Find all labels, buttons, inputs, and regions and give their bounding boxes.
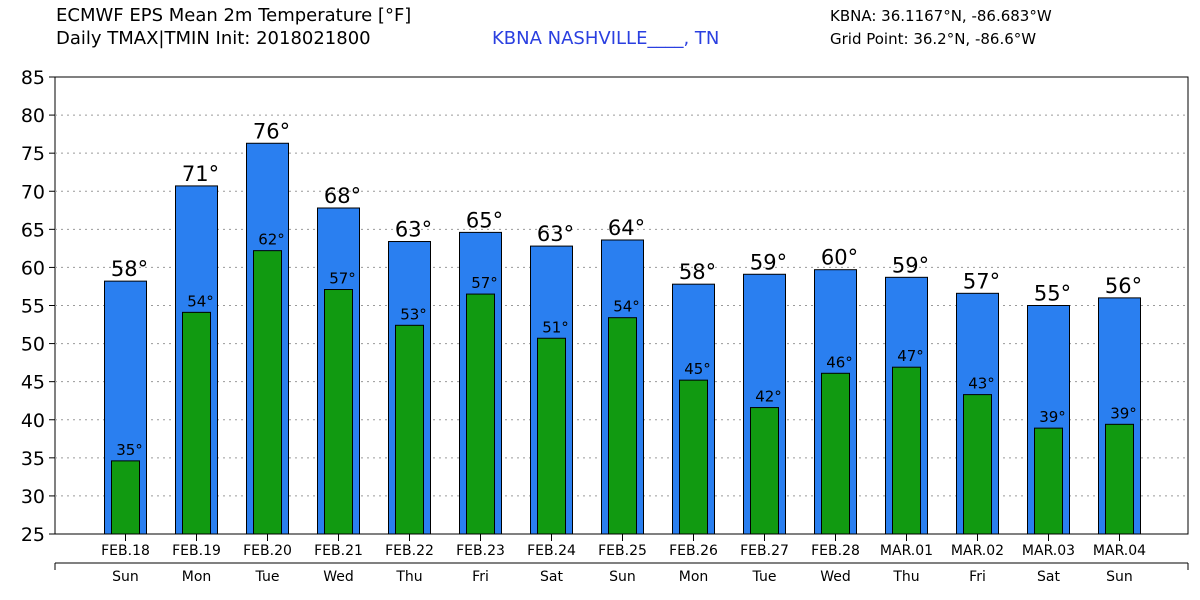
- x-date-label: FEB.20: [243, 543, 292, 559]
- x-date-label: FEB.23: [456, 543, 505, 559]
- x-day-label: Sun: [609, 569, 636, 585]
- x-day-label: Thu: [395, 569, 422, 585]
- x-day-label: Fri: [472, 569, 489, 585]
- tmin-label: 43°: [968, 375, 995, 393]
- tmin-bar: [892, 366, 921, 535]
- x-day-label: Sat: [1037, 569, 1060, 585]
- tmin-bar: [679, 379, 708, 535]
- tmin-label: 57°: [471, 274, 498, 292]
- x-date-label: FEB.22: [385, 543, 434, 559]
- tmax-label: 65°: [466, 208, 503, 232]
- x-day-label: Sun: [1106, 569, 1133, 585]
- x-day-label: Mon: [182, 569, 212, 585]
- x-day-label: Wed: [820, 569, 851, 585]
- x-date-label: MAR.01: [880, 543, 933, 559]
- tmax-label: 76°: [253, 119, 290, 143]
- tmin-label: 47°: [897, 347, 924, 365]
- tmin-bar: [963, 394, 992, 535]
- x-day-label: Fri: [969, 569, 986, 585]
- tmin-label: 53°: [400, 305, 427, 323]
- x-day-label: Mon: [679, 569, 709, 585]
- tmax-label: 63°: [395, 218, 432, 242]
- tmax-label: 60°: [821, 246, 858, 270]
- tmin-bar: [111, 460, 140, 535]
- tmin-bar: [395, 324, 424, 535]
- x-date-label: FEB.26: [669, 543, 718, 559]
- x-date-label: FEB.27: [740, 543, 789, 559]
- tmin-bar: [466, 293, 495, 535]
- y-tick-label: 85: [21, 67, 45, 89]
- x-date-label: FEB.18: [101, 543, 150, 559]
- tmax-label: 59°: [750, 250, 787, 274]
- x-date-label: FEB.19: [172, 543, 221, 559]
- chart-subtitle: Daily TMAX|TMIN Init: 2018021800: [56, 28, 371, 49]
- y-tick-label: 40: [21, 410, 45, 432]
- x-day-label: Thu: [892, 569, 919, 585]
- y-tick-label: 65: [21, 219, 45, 241]
- x-date-label: FEB.24: [527, 543, 576, 559]
- x-day-label: Sun: [112, 569, 139, 585]
- tmin-label: 45°: [684, 360, 711, 378]
- y-tick-label: 30: [21, 486, 45, 508]
- y-tick-label: 70: [21, 181, 45, 203]
- x-day-label: Tue: [752, 569, 777, 585]
- x-date-label: MAR.04: [1093, 543, 1146, 559]
- y-tick-label: 80: [21, 105, 45, 127]
- x-date-label: FEB.25: [598, 543, 647, 559]
- tmax-label: 56°: [1105, 274, 1142, 298]
- tmax-label: 64°: [608, 216, 645, 240]
- tmin-bar: [182, 311, 211, 535]
- x-date-label: MAR.02: [951, 543, 1004, 559]
- y-tick-label: 60: [21, 257, 45, 279]
- tmax-label: 58°: [679, 260, 716, 284]
- tmin-bar: [608, 317, 637, 535]
- x-day-label: Wed: [323, 569, 354, 585]
- tmax-label: 71°: [182, 162, 219, 186]
- tmin-label: 62°: [258, 231, 285, 249]
- tmax-label: 68°: [324, 184, 361, 208]
- tmin-bar: [821, 372, 850, 535]
- y-tick-label: 25: [21, 524, 45, 546]
- tmin-label: 39°: [1110, 404, 1137, 422]
- tmin-label: 42°: [755, 388, 782, 406]
- tmax-label: 58°: [111, 257, 148, 281]
- tmin-bar: [750, 407, 779, 535]
- y-tick-label: 45: [21, 372, 45, 394]
- tmax-label: 55°: [1034, 282, 1071, 306]
- x-day-label: Tue: [255, 569, 280, 585]
- x-date-label: FEB.28: [811, 543, 860, 559]
- tmin-bar: [253, 250, 282, 535]
- y-tick-label: 35: [21, 448, 45, 470]
- tmin-label: 51°: [542, 318, 569, 336]
- station-coordinates: KBNA: 36.1167°N, -86.683°W: [830, 7, 1052, 25]
- y-tick-label: 55: [21, 296, 45, 318]
- tmin-bar: [1105, 423, 1134, 535]
- y-tick-label: 50: [21, 334, 45, 356]
- tmin-label: 35°: [116, 441, 143, 459]
- tmin-label: 57°: [329, 270, 356, 288]
- x-date-label: FEB.21: [314, 543, 363, 559]
- tmin-label: 46°: [826, 353, 853, 371]
- tmin-label: 39°: [1039, 408, 1066, 426]
- tmax-label: 59°: [892, 253, 929, 277]
- tmin-bar: [324, 289, 353, 535]
- tmin-bar: [1034, 427, 1063, 535]
- grid-point-coordinates: Grid Point: 36.2°N, -86.6°W: [830, 30, 1037, 48]
- location-label: KBNA NASHVILLE____, TN: [492, 28, 720, 49]
- tmin-bar: [537, 337, 566, 535]
- x-date-label: MAR.03: [1022, 543, 1075, 559]
- tmin-label: 54°: [187, 292, 214, 310]
- y-tick-label: 75: [21, 143, 45, 165]
- chart-title: ECMWF EPS Mean 2m Temperature [°F]: [56, 5, 412, 26]
- tmax-label: 63°: [537, 222, 574, 246]
- tmax-label: 57°: [963, 269, 1000, 293]
- x-day-label: Sat: [540, 569, 563, 585]
- tmin-label: 54°: [613, 298, 640, 316]
